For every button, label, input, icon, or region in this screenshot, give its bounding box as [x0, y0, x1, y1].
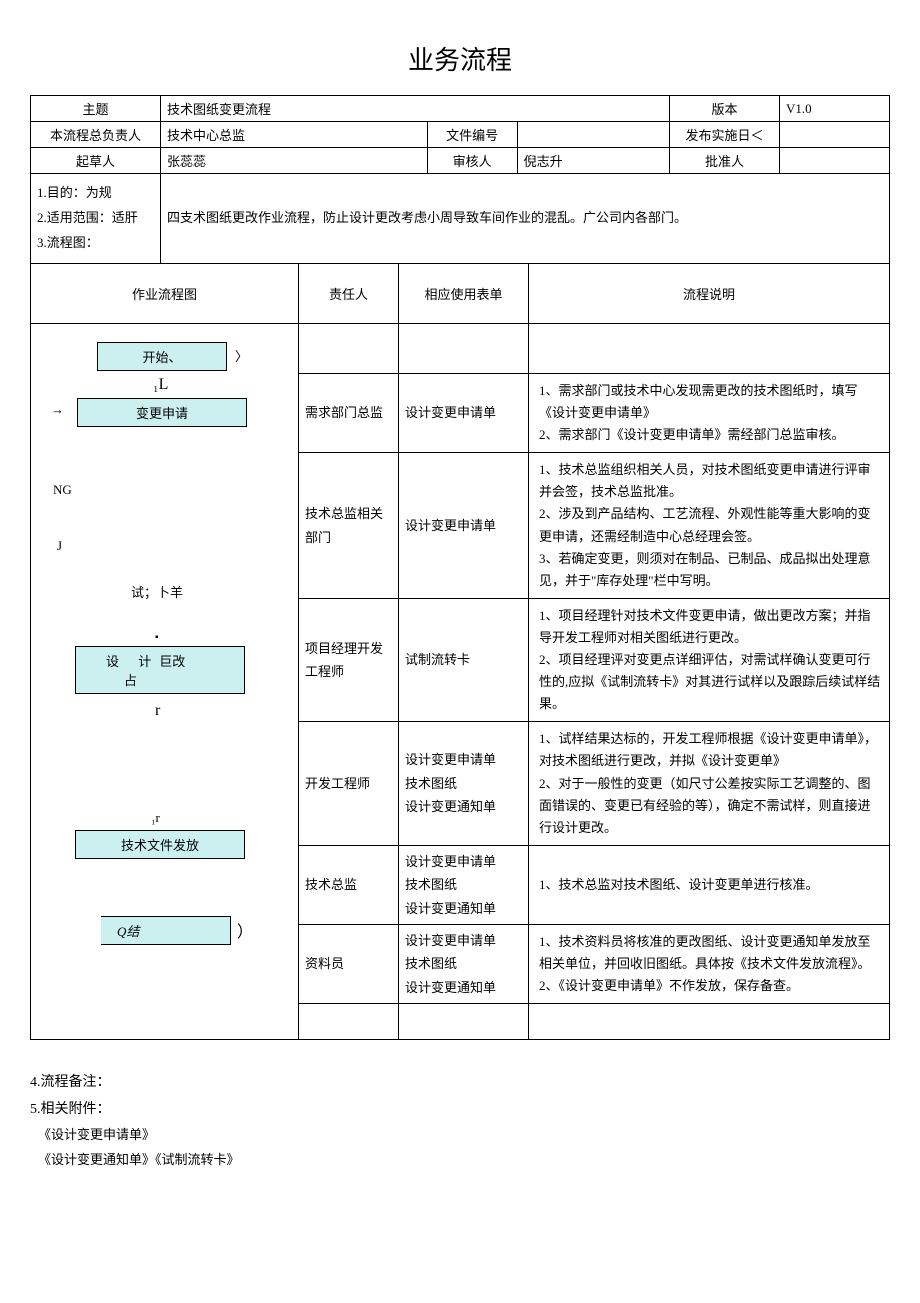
sym-r2: ₁r: [151, 810, 160, 826]
r3-desc: 1、项目经理针对技术文件变更申请，做出更改方案；并指导开发工程师对相关图纸进行更…: [529, 598, 890, 721]
node-start: 开始、: [97, 342, 227, 371]
purpose-right: 四支术图纸更改作业流程，防止设计更改考虑小周导致车间作业的混乱。广公司内各部门。: [161, 174, 890, 264]
arrow-in-icon: →: [51, 402, 64, 417]
r3-resp: 项目经理开发工程师: [299, 598, 399, 721]
footer-l4: 4.流程备注：: [30, 1070, 890, 1097]
r2-form: 设计变更申请单: [399, 453, 529, 599]
flow-table: 作业流程图 责任人 相应使用表单 流程说明 开始、 〉 ₁L → 变更申请 NG…: [30, 263, 890, 1040]
purpose-l2: 2.适用范围：适肝: [37, 206, 154, 231]
purpose-left: 1.目的：为规 2.适用范围：适肝 3.流程图：: [31, 174, 161, 264]
val-subject: 技术图纸变更流程: [161, 96, 670, 122]
sym-l: ₁L: [153, 376, 168, 394]
footer-a2: 《设计变更通知单》《试制流转卡》: [30, 1148, 890, 1173]
label-subject: 主题: [31, 96, 161, 122]
r4-desc: 1、试样结果达标的，开发工程师根据《设计变更申请单》，对技术图纸进行更改，并拟《…: [529, 722, 890, 845]
r0-desc: [529, 324, 890, 374]
val-version: V1.0: [780, 96, 890, 122]
val-release: [780, 122, 890, 148]
footer-a1: 《设计变更申请单》: [30, 1123, 890, 1148]
r6-resp: 资料员: [299, 924, 399, 1003]
label-docno: 文件编号: [427, 122, 517, 148]
r0-resp: [299, 324, 399, 374]
label-reviewer: 审核人: [427, 148, 517, 174]
r2-desc: 1、技术总监组织相关人员，对技术图纸变更申请进行评审并会签，技术总监批准。 2、…: [529, 453, 890, 599]
sym-r: r: [155, 702, 160, 720]
r5-desc: 1、技术总监对技术图纸、设计变更单进行核准。: [529, 845, 890, 924]
r6-form: 设计变更申请单 技术图纸 设计变更通知单: [399, 924, 529, 1003]
r7-form: [399, 1004, 529, 1040]
page-title: 业务流程: [30, 40, 890, 77]
start-arrow-icon: 〉: [235, 346, 248, 365]
footer: 4.流程备注： 5.相关附件： 《设计变更申请单》 《设计变更通知单》《试制流转…: [30, 1070, 890, 1173]
label-ng: NG: [53, 482, 72, 498]
r1-desc: 1、需求部门或技术中心发现需更改的技术图纸时，填写《设计变更申请单》 2、需求部…: [529, 374, 890, 453]
meta-table: 主题 技术图纸变更流程 版本 V1.0 本流程总负责人 技术中心总监 文件编号 …: [30, 95, 890, 264]
purpose-l3: 3.流程图：: [37, 231, 154, 256]
col-resp: 责任人: [299, 264, 399, 324]
label-version: 版本: [670, 96, 780, 122]
purpose-l1: 1.目的：为规: [37, 181, 154, 206]
r0-form: [399, 324, 529, 374]
val-approver: [780, 148, 890, 174]
node-apply: 变更申请: [77, 398, 247, 427]
r1-resp: 需求部门总监: [299, 374, 399, 453]
end-paren: ）: [237, 918, 253, 942]
r3-form: 试制流转卡: [399, 598, 529, 721]
footer-l5: 5.相关附件：: [30, 1097, 890, 1124]
label-release: 发布实施日＜: [670, 122, 780, 148]
label-approver: 批准人: [670, 148, 780, 174]
r5-form: 设计变更申请单 技术图纸 设计变更通知单: [399, 845, 529, 924]
val-reviewer: 倪志升: [517, 148, 669, 174]
col-form: 相应使用表单: [399, 264, 529, 324]
label-owner: 本流程总负责人: [31, 122, 161, 148]
dot-icon: ▪: [155, 632, 159, 643]
r7-resp: [299, 1004, 399, 1040]
r7-desc: [529, 1004, 890, 1040]
label-drafter: 起草人: [31, 148, 161, 174]
r4-form: 设计变更申请单 技术图纸 设计变更通知单: [399, 722, 529, 845]
node-trial: 试；卜羊: [131, 582, 183, 601]
val-owner: 技术中心总监: [161, 122, 428, 148]
node-release: 技术文件发放: [75, 830, 245, 859]
col-desc: 流程说明: [529, 264, 890, 324]
r5-resp: 技术总监: [299, 845, 399, 924]
col-flowchart: 作业流程图: [31, 264, 299, 324]
flowchart: 开始、 〉 ₁L → 变更申请 NG J 试；卜羊 设 计巨改 占: [31, 324, 299, 1040]
r6-desc: 1、技术资料员将核准的更改图纸、设计变更通知单发放至相关单位，并回收旧图纸。具体…: [529, 924, 890, 1003]
r4-resp: 开发工程师: [299, 722, 399, 845]
node-end: Q结: [101, 916, 231, 945]
r1-form: 设计变更申请单: [399, 374, 529, 453]
r2-resp: 技术总监相关部门: [299, 453, 399, 599]
label-j: J: [57, 538, 62, 554]
val-docno: [517, 122, 669, 148]
val-drafter: 张蕊蕊: [161, 148, 428, 174]
node-design: 设 计巨改 占: [75, 646, 245, 694]
